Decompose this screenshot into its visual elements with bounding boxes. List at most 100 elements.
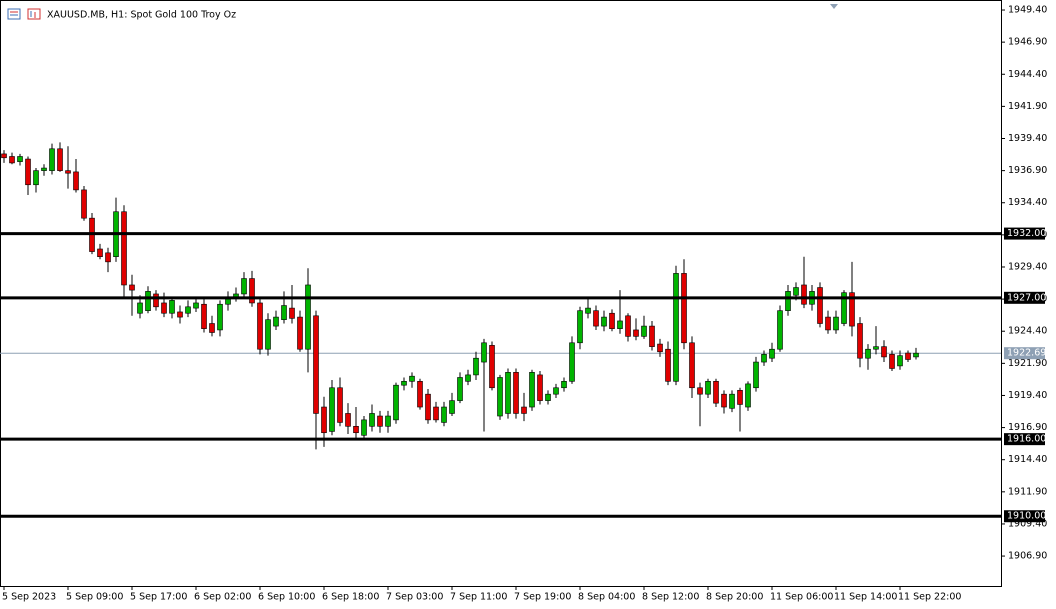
candle-body xyxy=(665,348,671,382)
candle-body xyxy=(417,381,423,408)
candle-body xyxy=(217,303,223,331)
candle-body xyxy=(305,284,311,350)
candle-body xyxy=(281,305,287,320)
candle-body xyxy=(673,273,679,382)
candle-body xyxy=(617,320,623,329)
candle-body xyxy=(257,302,263,350)
candle-body xyxy=(409,375,415,382)
candle-body xyxy=(513,372,519,414)
candle-body xyxy=(449,400,455,414)
level-label: 1916.00 xyxy=(1007,434,1046,445)
candle-body xyxy=(545,393,551,401)
y-tick-label: 1916.90 xyxy=(1008,422,1047,433)
candle-body xyxy=(73,171,79,191)
candle-body xyxy=(561,381,567,389)
x-tick-label: 6 Sep 18:00 xyxy=(322,592,379,603)
level-label: 1910.00 xyxy=(1007,511,1046,522)
y-tick-label: 1924.40 xyxy=(1008,326,1047,337)
y-tick-label: 1914.40 xyxy=(1008,454,1047,465)
candle-body xyxy=(329,387,335,432)
candle-body xyxy=(537,374,543,401)
candle-body xyxy=(697,387,703,395)
candle-body xyxy=(361,419,367,436)
y-tick-label: 1919.40 xyxy=(1008,390,1047,401)
x-tick-label: 8 Sep 04:00 xyxy=(578,592,635,603)
candle-body xyxy=(753,361,759,389)
candle-body xyxy=(625,315,631,337)
candle-body xyxy=(881,346,887,358)
candle-body xyxy=(641,325,647,337)
candle-body xyxy=(17,156,23,162)
x-tick-label: 8 Sep 20:00 xyxy=(706,592,763,603)
candle-body xyxy=(553,387,559,395)
level-label-box xyxy=(1004,433,1045,446)
candle-body xyxy=(465,374,471,382)
candle-body xyxy=(201,303,207,329)
candle-body xyxy=(129,284,135,291)
x-tick-label: 6 Sep 02:00 xyxy=(194,592,251,603)
chart-title: XAUUSD.MB, H1: Spot Gold 100 Troy Oz xyxy=(47,10,236,21)
candle-body xyxy=(249,278,255,304)
y-tick-label: 1946.90 xyxy=(1008,37,1047,48)
candle-body xyxy=(337,387,343,423)
candle-body xyxy=(193,302,199,309)
candle-body xyxy=(209,323,215,333)
y-tick-label: 1909.40 xyxy=(1008,518,1047,529)
candle-body xyxy=(849,292,855,327)
y-tick-label: 1944.40 xyxy=(1008,69,1047,80)
x-tick-label: 5 Sep 17:00 xyxy=(130,592,187,603)
candle-body xyxy=(457,377,463,401)
candle-body xyxy=(481,342,487,363)
candle-body xyxy=(657,343,663,353)
last-price-label: 1922.69 xyxy=(1007,348,1046,359)
candle-body xyxy=(297,316,303,350)
candle-body xyxy=(321,406,327,434)
candle-body xyxy=(601,316,607,327)
icon xyxy=(7,8,21,20)
y-tick-label: 1906.90 xyxy=(1008,551,1047,562)
candle-body xyxy=(713,381,719,404)
candle-body xyxy=(81,189,87,219)
last-price-box xyxy=(1004,347,1045,360)
candle-body xyxy=(745,383,751,408)
y-tick-label: 1939.40 xyxy=(1008,133,1047,144)
candle-body xyxy=(121,211,127,286)
shift-marker xyxy=(830,4,838,9)
y-tick-label: 1921.90 xyxy=(1008,358,1047,369)
candle-body xyxy=(905,352,911,360)
candle-body xyxy=(521,406,527,414)
candle-body xyxy=(153,293,159,308)
candle-body xyxy=(873,346,879,350)
candle-body xyxy=(401,381,407,386)
candle-body xyxy=(577,310,583,344)
x-tick-label: 11 Sep 06:00 xyxy=(770,592,833,603)
candle-body xyxy=(913,352,919,358)
candle-body xyxy=(425,393,431,421)
x-tick-label: 7 Sep 19:00 xyxy=(514,592,571,603)
level-label: 1927.00 xyxy=(1007,292,1046,303)
candle-body xyxy=(857,323,863,359)
candle-body xyxy=(841,292,847,324)
candle-body xyxy=(289,307,295,319)
y-tick-label: 1941.90 xyxy=(1008,101,1047,112)
candle-body xyxy=(313,315,319,414)
candle-body xyxy=(705,381,711,395)
level-label-box xyxy=(1004,291,1045,304)
candle-body xyxy=(585,307,591,314)
candle-body xyxy=(57,148,63,171)
y-tick-label: 1949.40 xyxy=(1008,5,1047,16)
candle-body xyxy=(177,311,183,318)
candle-body xyxy=(273,316,279,327)
candle-body xyxy=(9,156,15,164)
candle-body xyxy=(593,310,599,327)
candle-body xyxy=(41,167,47,171)
candle-body xyxy=(225,298,231,305)
candle-body xyxy=(25,158,31,186)
candle-body xyxy=(721,393,727,408)
candle-body xyxy=(769,348,775,359)
icon xyxy=(27,8,41,20)
candle-body xyxy=(265,319,271,350)
level-label-box xyxy=(1004,227,1045,240)
candle-body xyxy=(169,300,175,314)
